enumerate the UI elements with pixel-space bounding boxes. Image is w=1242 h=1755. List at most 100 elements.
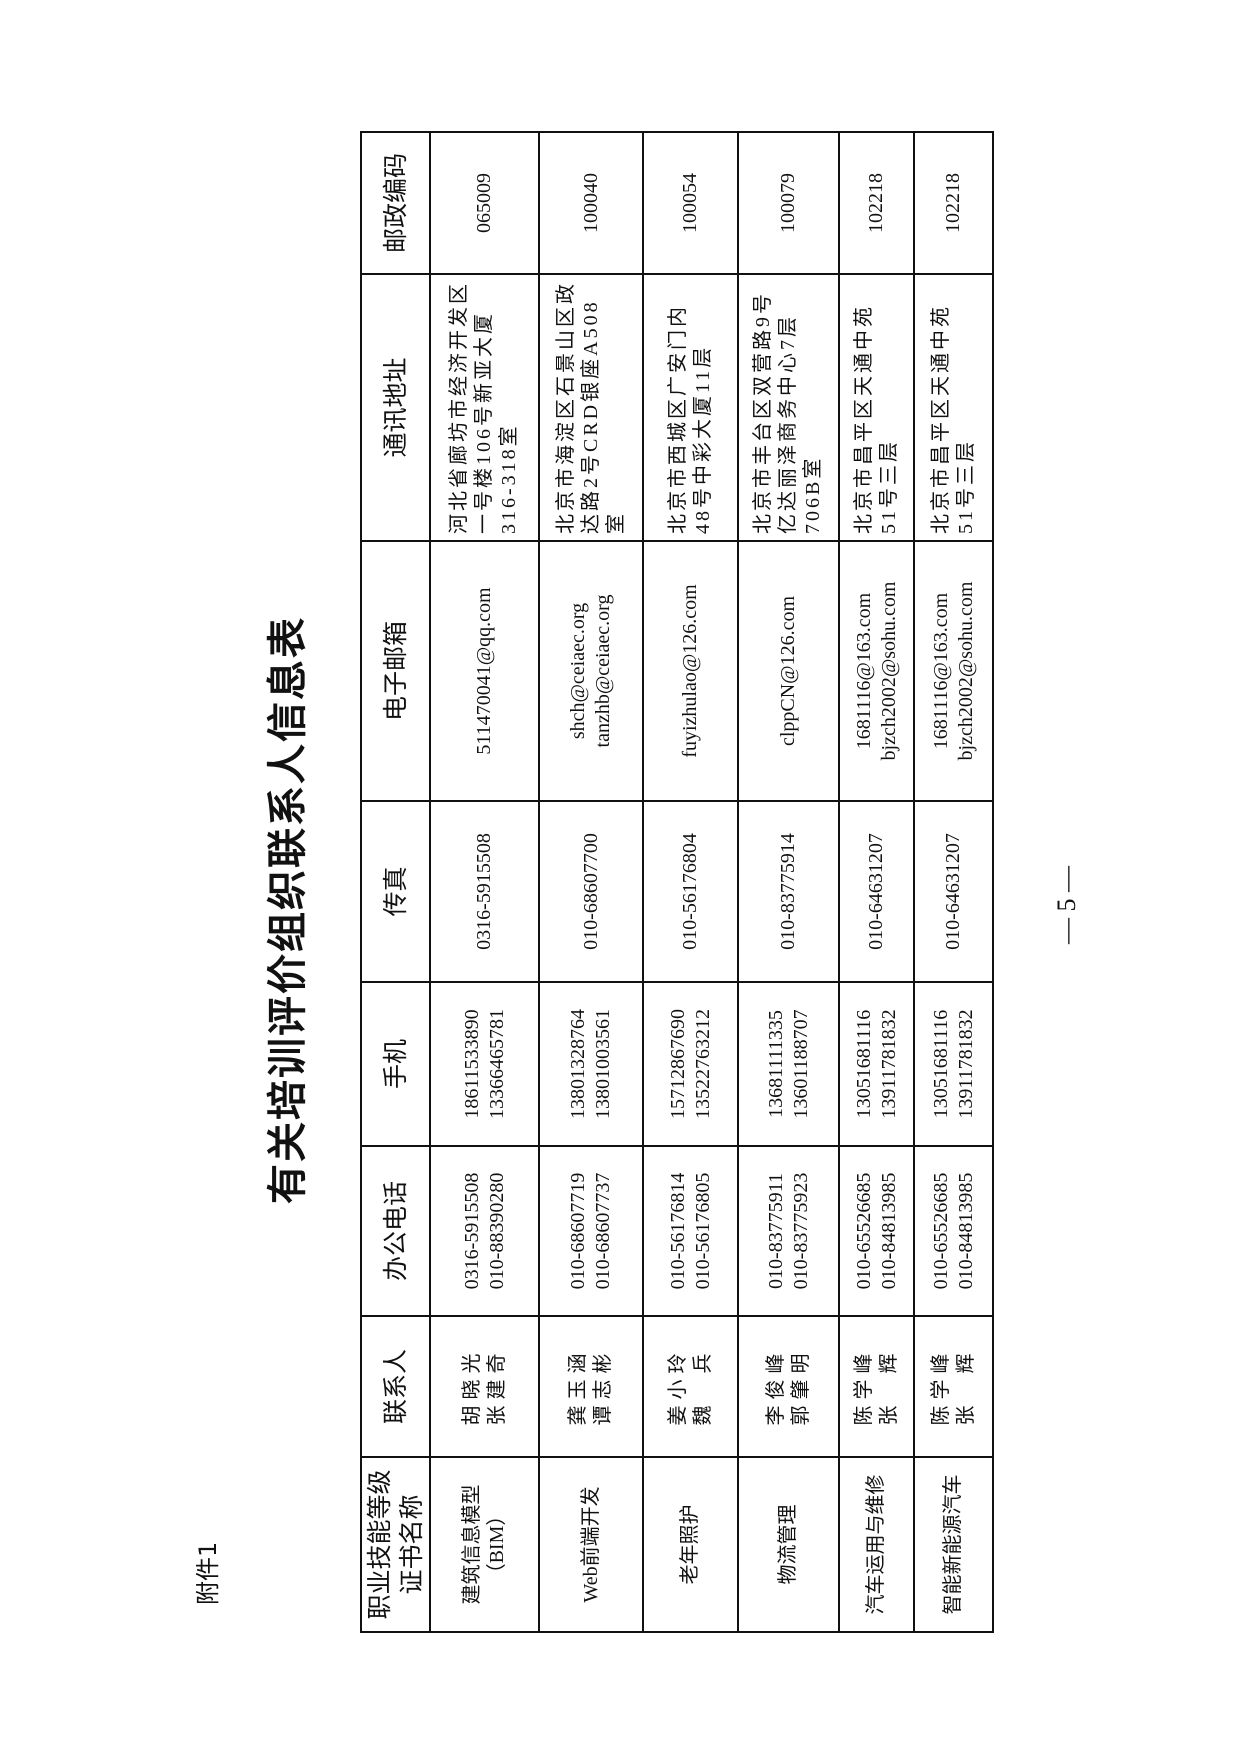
mobile-cell-line: 13911781832 [877,1009,900,1119]
mobile-cell-line: 13911781832 [954,1009,977,1119]
table-row: 物流管理 李俊峰 郭肇明 010-83775911 010-83775923 136811… [738,132,839,1632]
address-cell: 北京市海淀区石景山区政达路2号CRD银座A508室 [539,274,643,541]
office-phone-cell-line: 010-65526685 [929,1172,952,1290]
page-number: — 5 — [1052,866,1081,944]
mobile-cell: 13051681116 13911781832 [914,982,993,1146]
cert-name-cell: 智能新能源汽车 [914,1457,993,1632]
postcode-cell: 065009 [430,132,539,274]
mobile-cell-line: 13601188707 [789,1009,812,1119]
email-cell: 1681116@163.com bjzch2002@sohu.com [839,541,914,801]
address-cell: 北京市昌平区天通中苑51号三层 [914,274,993,541]
mobile-cell-line: 13801328764 [567,1009,589,1119]
column-header: 通讯地址 [361,274,430,541]
email-cell-line: 1681116@163.com [929,592,952,750]
fax-cell: 010-83775914 [738,801,839,982]
email-cell: fuyizhulao@126.com [643,541,738,801]
office-phone-cell: 010-65526685 010-84813985 [914,1146,993,1316]
cert-name-cell: 建筑信息模型（BIM） [430,1457,539,1632]
fax-cell: 0316-5915508 [430,801,539,982]
postcode-cell: 100079 [738,132,839,274]
email-cell: clppCN@126.com [738,541,839,801]
email-cell-line: fuyizhulao@126.com [679,584,701,758]
column-header: 电子邮箱 [361,541,430,801]
contact-cell-line: 谭志彬 [592,1347,614,1426]
office-phone-cell: 0316-5915508 010-88390280 [430,1146,539,1316]
cert-name-cell: 老年照护 [643,1457,738,1632]
mobile-cell-line: 18611533890 [460,1009,483,1119]
fax-cell: 010-64631207 [839,801,914,982]
contact-cell: 陈学峰张 辉 [914,1316,993,1457]
contact-cell: 陈学峰张 辉 [839,1316,914,1457]
mobile-cell: 13681111335 13601188707 [738,982,839,1146]
contact-cell-line: 张 辉 [877,1347,900,1426]
contact-cell: 胡晓光 张建奇 [430,1316,539,1457]
contact-cell-line: 李俊峰 [764,1347,787,1426]
mobile-cell: 13051681116 13911781832 [839,982,914,1146]
fax-cell: 010-64631207 [914,801,993,982]
cert-name-cell: 物流管理 [738,1457,839,1632]
email-cell-line: bjzch2002@sohu.com [877,581,900,761]
office-phone-cell-line: 010-88390280 [485,1172,508,1290]
office-phone-cell-line: 010-83775911 [764,1173,787,1289]
contact-cell: 姜小玲魏 兵 [643,1316,738,1457]
contact-table: 职业技能等级证书名称 联系人 办公电话 手机 传真 电子邮箱 通讯地址 邮政编码 建筑信息模型… [360,131,994,1633]
office-phone-cell: 010-56176814 010-56176805 [643,1146,738,1316]
table-row: 汽车运用与维修 陈学峰张 辉 010-65526685 010-84813985 130… [839,132,914,1632]
email-cell-line: bjzch2002@sohu.com [954,581,977,761]
office-phone-cell: 010-68607719 010-68607737 [539,1146,643,1316]
contact-cell-line: 胡晓光 [460,1347,483,1426]
contact-cell-line: 郭肇明 [789,1347,812,1426]
contact-cell: 李俊峰 郭肇明 [738,1316,839,1457]
office-phone-cell-line: 010-56176805 [691,1172,714,1290]
email-cell: shch@ceiaec.org tanzhb@ceiaec.org [539,541,643,801]
column-header: 手机 [361,982,430,1146]
cert-name-cell: Web前端开发 [539,1457,643,1632]
mobile-cell-line: 13366465781 [485,1009,508,1119]
contact-cell-line: 陈学峰 [929,1347,952,1426]
email-cell-line: clppCN@126.com [777,595,799,747]
fax-cell: 010-56176804 [643,801,738,982]
mobile-cell-line: 13801003561 [592,1009,614,1119]
email-cell-line: shch@ceiaec.org [567,602,589,740]
mobile-cell: 13801328764 13801003561 [539,982,643,1146]
contact-cell-line: 陈学峰 [852,1347,875,1426]
mobile-cell: 15712867690 13522763212 [643,982,738,1146]
mobile-cell-line: 13522763212 [691,1009,714,1119]
address-cell: 北京市昌平区天通中苑51号三层 [839,274,914,541]
address-cell: 北京市丰台区双营路9号亿达丽泽商务中心7层706B室 [738,274,839,541]
office-phone-cell: 010-83775911 010-83775923 [738,1146,839,1316]
email-cell-line: tanzhb@ceiaec.org [592,594,614,748]
office-phone-cell-line: 010-56176814 [666,1172,689,1290]
mobile-cell-line: 15712867690 [666,1009,689,1119]
mobile-cell-line: 13051681116 [929,1009,952,1119]
postcode-cell: 100054 [643,132,738,274]
contact-cell: 龚玉涵 谭志彬 [539,1316,643,1457]
office-phone-cell-line: 010-68607719 [567,1172,589,1290]
email-cell: 511470041@qq.com [430,541,539,801]
column-header: 职业技能等级证书名称 [361,1457,430,1632]
office-phone-cell-line: 010-84813985 [954,1172,977,1290]
office-phone-cell-line: 0316-5915508 [460,1172,483,1290]
office-phone-cell: 010-65526685 010-84813985 [839,1146,914,1316]
email-cell-line: 511470041@qq.com [473,587,495,755]
table-row: 老年照护 姜小玲魏 兵 010-56176814 010-56176805 157128… [643,132,738,1632]
postcode-cell: 100040 [539,132,643,274]
table-row: 智能新能源汽车 陈学峰张 辉 010-65526685 010-84813985 130… [914,132,993,1632]
office-phone-cell-line: 010-68607737 [592,1172,614,1290]
contact-cell-line: 姜小玲 [666,1347,689,1426]
column-header: 办公电话 [361,1146,430,1316]
contact-cell-line: 张 辉 [954,1347,977,1426]
mobile-cell: 18611533890 13366465781 [430,982,539,1146]
contact-cell-line: 魏 兵 [691,1347,714,1426]
mobile-cell-line: 13681111335 [764,1010,787,1118]
email-cell: 1681116@163.com bjzch2002@sohu.com [914,541,993,801]
email-cell-line: 1681116@163.com [852,592,875,750]
cert-name-cell: 汽车运用与维修 [839,1457,914,1632]
postcode-cell: 102218 [839,132,914,274]
postcode-cell: 102218 [914,132,993,274]
address-cell: 河北省廊坊市经济开发区一号楼106号新亚大厦316-318室 [430,274,539,541]
office-phone-cell-line: 010-83775923 [789,1172,812,1290]
address-cell: 北京市西城区广安门内48号中彩大厦11层 [643,274,738,541]
contact-cell-line: 张建奇 [485,1347,508,1426]
